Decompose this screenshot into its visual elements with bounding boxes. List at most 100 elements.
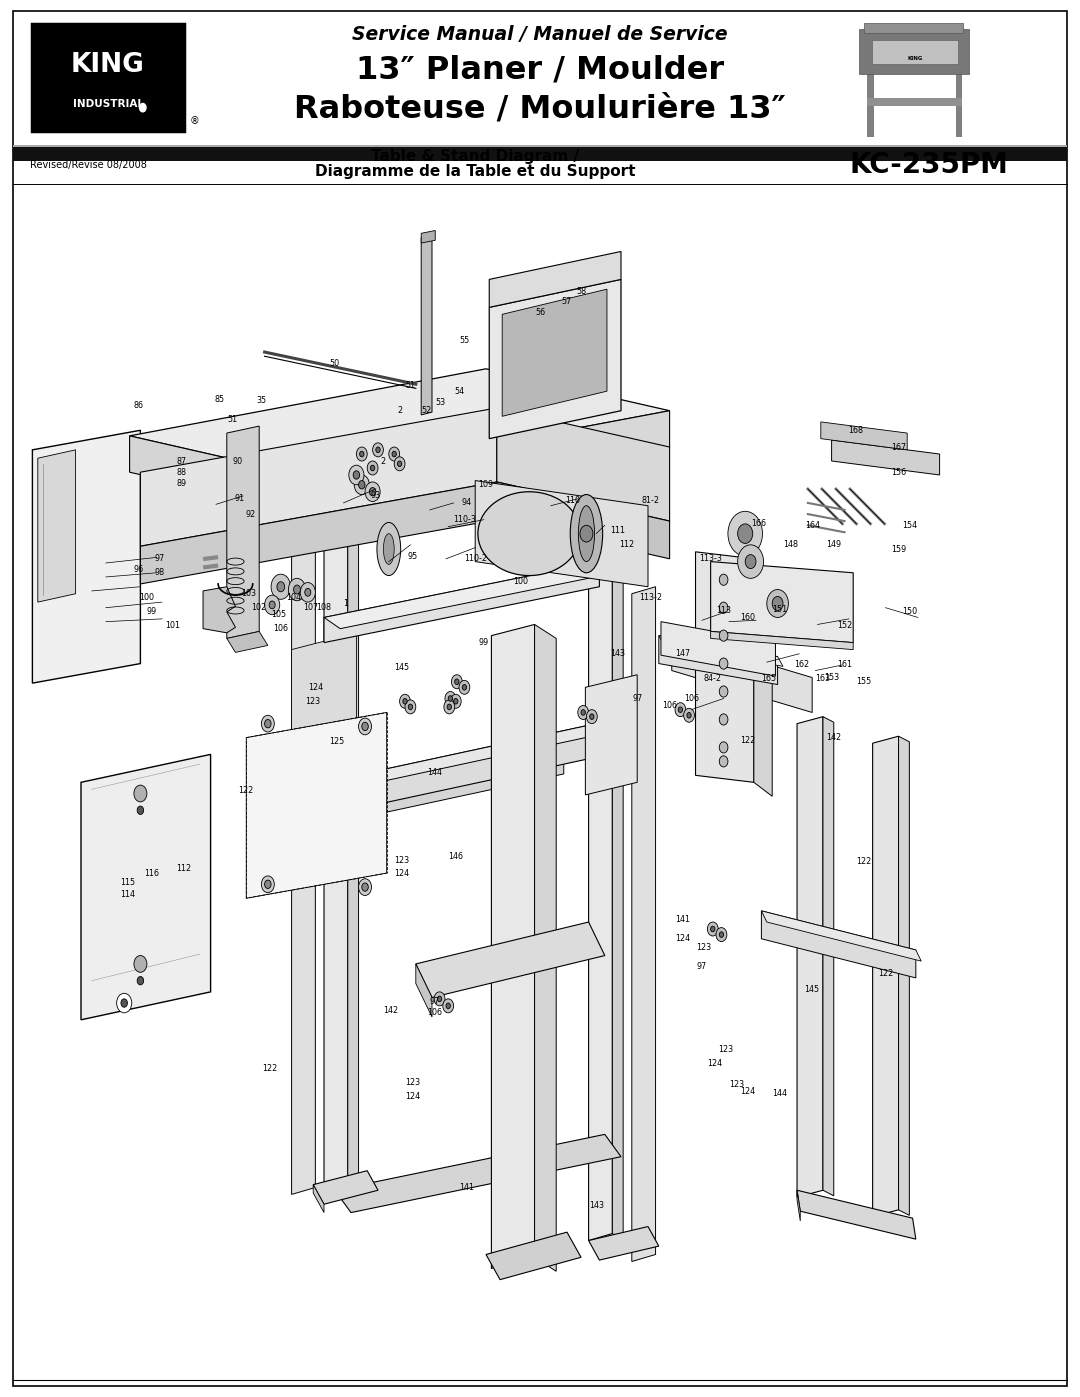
Bar: [32, 24, 184, 131]
Circle shape: [139, 103, 146, 112]
Circle shape: [767, 590, 788, 617]
Text: 51: 51: [227, 415, 238, 423]
Text: 106: 106: [273, 624, 288, 633]
Circle shape: [437, 996, 442, 1002]
Circle shape: [719, 686, 728, 697]
Text: 51: 51: [405, 381, 416, 390]
Circle shape: [451, 675, 462, 689]
Circle shape: [392, 451, 396, 457]
Ellipse shape: [570, 495, 603, 573]
Ellipse shape: [579, 506, 595, 562]
Text: 111: 111: [610, 527, 625, 535]
Polygon shape: [832, 440, 940, 475]
Text: 96: 96: [133, 566, 144, 574]
Circle shape: [738, 524, 753, 543]
Polygon shape: [489, 279, 621, 439]
Text: 142: 142: [826, 733, 841, 742]
Bar: [956, 71, 962, 137]
Polygon shape: [497, 408, 670, 521]
Polygon shape: [313, 1171, 378, 1204]
Polygon shape: [324, 562, 599, 643]
Circle shape: [288, 578, 306, 601]
Text: 106: 106: [684, 694, 699, 703]
Polygon shape: [491, 624, 535, 1268]
Text: 108: 108: [316, 604, 332, 612]
Text: 106: 106: [427, 1009, 442, 1017]
Circle shape: [137, 977, 144, 985]
Polygon shape: [416, 922, 605, 997]
Text: 2: 2: [381, 457, 386, 465]
Circle shape: [434, 992, 445, 1006]
Text: 110-3: 110-3: [453, 515, 476, 524]
Polygon shape: [589, 1227, 659, 1260]
Circle shape: [354, 475, 369, 495]
Text: 124: 124: [675, 935, 690, 943]
Text: 54: 54: [454, 387, 464, 395]
Polygon shape: [203, 587, 235, 633]
Text: 144: 144: [772, 1090, 787, 1098]
Text: 166: 166: [751, 520, 766, 528]
Text: 164: 164: [805, 521, 820, 529]
Circle shape: [397, 461, 402, 467]
Text: 122: 122: [262, 1065, 278, 1073]
Polygon shape: [612, 566, 623, 1241]
Circle shape: [728, 511, 762, 556]
Polygon shape: [873, 736, 899, 1217]
Circle shape: [349, 465, 364, 485]
Polygon shape: [589, 566, 612, 1241]
Circle shape: [590, 714, 594, 719]
Text: KING: KING: [907, 56, 922, 61]
Text: INDUSTRIAL: INDUSTRIAL: [72, 99, 144, 109]
Text: 148: 148: [783, 541, 798, 549]
Text: KING: KING: [71, 52, 145, 78]
Bar: [13, 147, 1067, 161]
Circle shape: [261, 876, 274, 893]
Bar: [28, 18, 188, 137]
Bar: [867, 71, 874, 137]
Circle shape: [462, 685, 467, 690]
Text: 124: 124: [308, 683, 323, 692]
Text: 144: 144: [427, 768, 442, 777]
Circle shape: [271, 574, 291, 599]
Circle shape: [678, 707, 683, 712]
Text: 141: 141: [675, 915, 690, 923]
Circle shape: [394, 457, 405, 471]
Circle shape: [134, 785, 147, 802]
Text: 124: 124: [394, 869, 409, 877]
Polygon shape: [797, 1190, 916, 1239]
Text: 84-2: 84-2: [704, 675, 721, 683]
Circle shape: [586, 710, 597, 724]
Text: Table & Stand Diagram /: Table & Stand Diagram /: [372, 149, 579, 163]
Polygon shape: [659, 636, 783, 666]
Circle shape: [360, 451, 364, 457]
Text: 147: 147: [675, 650, 690, 658]
Text: 87: 87: [176, 457, 187, 465]
Text: 91: 91: [234, 495, 245, 503]
Text: 159: 159: [891, 545, 906, 553]
Circle shape: [443, 999, 454, 1013]
Circle shape: [359, 879, 372, 895]
Circle shape: [580, 525, 593, 542]
Text: 1: 1: [343, 599, 348, 608]
Circle shape: [400, 694, 410, 708]
Polygon shape: [324, 510, 348, 1185]
Polygon shape: [416, 964, 432, 1017]
Polygon shape: [140, 482, 497, 584]
Text: 104: 104: [286, 594, 301, 602]
Polygon shape: [585, 675, 637, 795]
Polygon shape: [754, 559, 772, 796]
Polygon shape: [761, 911, 916, 978]
Polygon shape: [535, 624, 556, 1271]
Polygon shape: [659, 636, 778, 685]
Text: 122: 122: [239, 787, 254, 795]
Text: 113-2: 113-2: [638, 594, 662, 602]
Polygon shape: [421, 231, 435, 243]
Circle shape: [719, 658, 728, 669]
Circle shape: [134, 956, 147, 972]
Text: 116: 116: [144, 869, 159, 877]
Circle shape: [370, 465, 375, 471]
Circle shape: [455, 679, 459, 685]
Circle shape: [684, 708, 694, 722]
Text: 57: 57: [562, 298, 572, 306]
Text: 112: 112: [176, 865, 191, 873]
